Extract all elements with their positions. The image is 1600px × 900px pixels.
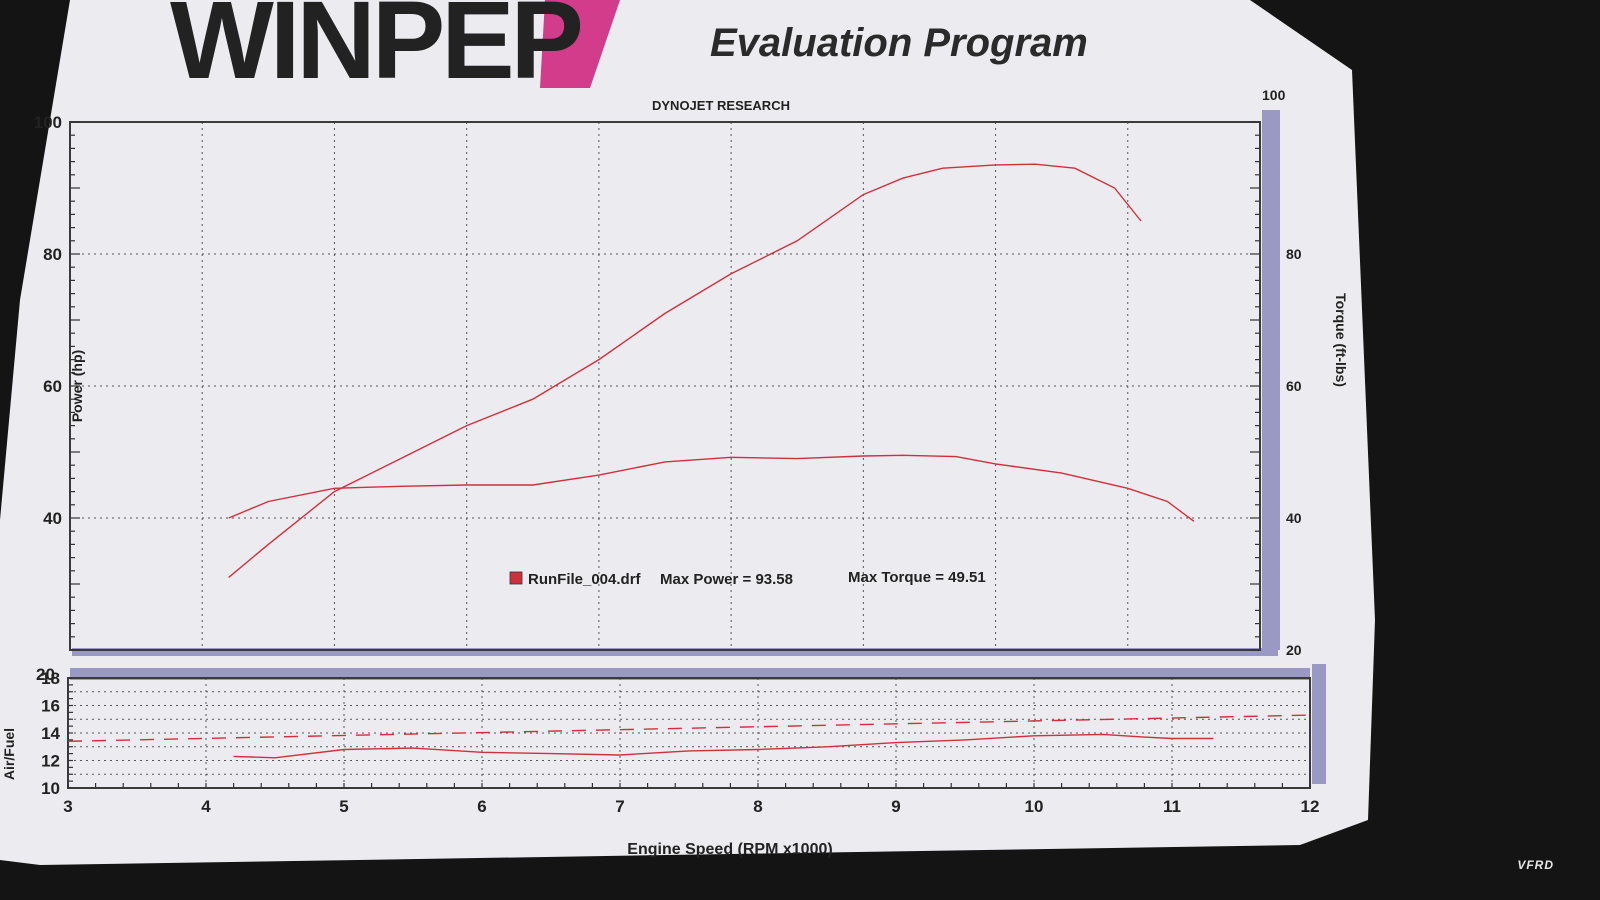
afr-extra-label: 20 [36, 665, 55, 684]
legend-swatch [509, 571, 523, 585]
torque-tick-label: 60 [1286, 378, 1302, 394]
logo-text: WINPEP [170, 0, 581, 102]
power-torque-chart: 40 60 80 100 20 40 60 80 Power (hp) Torque (ft-… [34, 110, 1349, 658]
afr-tick-label: 16 [41, 697, 60, 716]
air-fuel-chart: 3 4 5 6 7 8 9 10 11 12 10 12 14 16 18 20 Air/Fuel Engi… [1, 664, 1326, 858]
legend-run-label: RunFile_004.drf [528, 571, 642, 588]
torque-tick-label: 20 [1286, 642, 1302, 658]
power-axis-label: Power (hp) [69, 350, 85, 422]
dynojet-research-label: DYNOJET RESEARCH [652, 98, 790, 113]
torque-tick-label: 80 [1286, 246, 1302, 262]
power-tick-label: 60 [43, 377, 62, 396]
torque-curve [228, 454, 1195, 522]
legend: RunFile_004.drf Max Power = 93.58 Max To… [509, 569, 986, 588]
engine-speed-axis-label: Engine Speed (RPM x1000) [627, 841, 832, 858]
afr-tick-label: 14 [41, 724, 60, 743]
main-bottom-shadow [72, 648, 1278, 656]
rpm-tick-label: 11 [1163, 797, 1181, 816]
rpm-tick-label: 4 [201, 797, 211, 816]
paper-sheet [0, 0, 1375, 865]
afr-curve [233, 733, 1214, 759]
rpm-tick-label: 6 [477, 797, 486, 816]
legend-max-power: Max Power = 93.58 [660, 571, 793, 588]
power-tick-label: 100 [34, 113, 62, 132]
rpm-tick-label: 3 [63, 797, 72, 816]
rpm-tick-label: 8 [753, 797, 762, 816]
power-tick-label: 80 [43, 245, 62, 264]
afr-tick-label: 18 [41, 669, 60, 688]
afr-tick-label: 10 [41, 779, 60, 798]
winpep-logo: WINPEP [170, 0, 620, 102]
rpm-tick-label: 12 [1301, 797, 1320, 816]
power-tick-label: 40 [43, 509, 62, 528]
legend-max-torque: Max Torque = 49.51 [848, 569, 986, 586]
afr-target-curve [67, 714, 1311, 742]
corner-value: 100 [1262, 87, 1286, 103]
power-curve [228, 163, 1142, 578]
torque-tick-label: 40 [1286, 510, 1302, 526]
rpm-tick-label: 7 [615, 797, 624, 816]
rpm-tick-label: 10 [1025, 797, 1044, 816]
main-right-shadow [1262, 110, 1280, 650]
program-title: Evaluation Program [710, 21, 1088, 65]
logo-accent [540, 0, 620, 88]
rpm-tick-label: 5 [339, 797, 348, 816]
watermark: VFRD [1517, 858, 1554, 872]
rpm-tick-label: 9 [891, 797, 900, 816]
air-fuel-axis-label: Air/Fuel [1, 728, 17, 780]
torque-axis-label: Torque (ft-lbs) [1333, 293, 1349, 387]
afr-right-shadow [1312, 664, 1326, 784]
afr-tick-label: 12 [41, 752, 60, 771]
